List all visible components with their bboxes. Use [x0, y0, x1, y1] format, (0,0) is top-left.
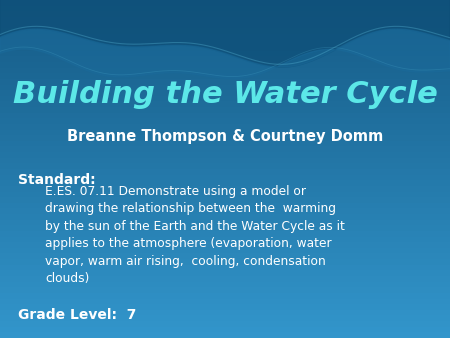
Bar: [0, 203, 450, 209]
Bar: [0, 192, 450, 197]
Bar: [0, 146, 450, 152]
Bar: [0, 186, 450, 192]
Bar: [0, 327, 450, 332]
Bar: [0, 34, 450, 40]
Bar: [0, 0, 450, 6]
Bar: [0, 84, 450, 90]
Bar: [0, 158, 450, 163]
Bar: [0, 17, 450, 23]
Bar: [0, 265, 450, 270]
Bar: [0, 90, 450, 96]
Bar: [0, 225, 450, 231]
Bar: [0, 237, 450, 242]
Bar: [0, 315, 450, 321]
Bar: [0, 141, 450, 146]
Bar: [0, 175, 450, 180]
Bar: [0, 28, 450, 34]
Text: Breanne Thompson & Courtney Domm: Breanne Thompson & Courtney Domm: [67, 129, 383, 144]
Bar: [0, 242, 450, 248]
Bar: [0, 332, 450, 338]
Bar: [0, 23, 450, 28]
Bar: [0, 298, 450, 304]
Bar: [0, 321, 450, 327]
Bar: [0, 101, 450, 107]
Bar: [0, 68, 450, 73]
Bar: [0, 214, 450, 220]
Bar: [0, 304, 450, 310]
Bar: [0, 73, 450, 79]
Text: Building the Water Cycle: Building the Water Cycle: [13, 80, 437, 109]
Bar: [0, 287, 450, 293]
Bar: [0, 270, 450, 276]
Bar: [0, 129, 450, 135]
Bar: [0, 282, 450, 287]
Bar: [0, 220, 450, 225]
Bar: [0, 56, 450, 62]
Bar: [0, 259, 450, 265]
Bar: [0, 6, 450, 11]
Bar: [0, 11, 450, 17]
Bar: [0, 310, 450, 315]
Bar: [0, 180, 450, 186]
Bar: [0, 209, 450, 214]
Bar: [0, 40, 450, 45]
Bar: [0, 254, 450, 259]
Text: Standard:: Standard:: [18, 173, 95, 187]
Bar: [0, 45, 450, 51]
Bar: [0, 163, 450, 169]
Bar: [0, 62, 450, 68]
Text: E.ES. 07.11 Demonstrate using a model or
drawing the relationship between the  w: E.ES. 07.11 Demonstrate using a model or…: [45, 185, 345, 285]
Bar: [0, 231, 450, 237]
Bar: [0, 118, 450, 124]
Bar: [0, 96, 450, 101]
Bar: [0, 51, 450, 56]
Bar: [0, 293, 450, 298]
Text: Grade Level:  7: Grade Level: 7: [18, 308, 136, 322]
Bar: [0, 113, 450, 118]
Bar: [0, 169, 450, 175]
Bar: [0, 135, 450, 141]
Bar: [0, 152, 450, 158]
Bar: [0, 248, 450, 254]
Bar: [0, 197, 450, 203]
Bar: [0, 124, 450, 129]
Bar: [0, 79, 450, 84]
Bar: [0, 107, 450, 113]
Bar: [0, 276, 450, 282]
